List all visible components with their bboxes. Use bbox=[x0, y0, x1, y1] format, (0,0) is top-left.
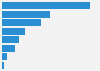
Bar bbox=[2, 19, 41, 26]
Bar bbox=[2, 2, 90, 9]
Bar bbox=[2, 62, 4, 69]
Bar bbox=[2, 53, 7, 60]
Bar bbox=[2, 11, 50, 18]
Bar bbox=[2, 36, 19, 43]
Bar bbox=[2, 28, 25, 35]
Bar bbox=[2, 45, 15, 52]
